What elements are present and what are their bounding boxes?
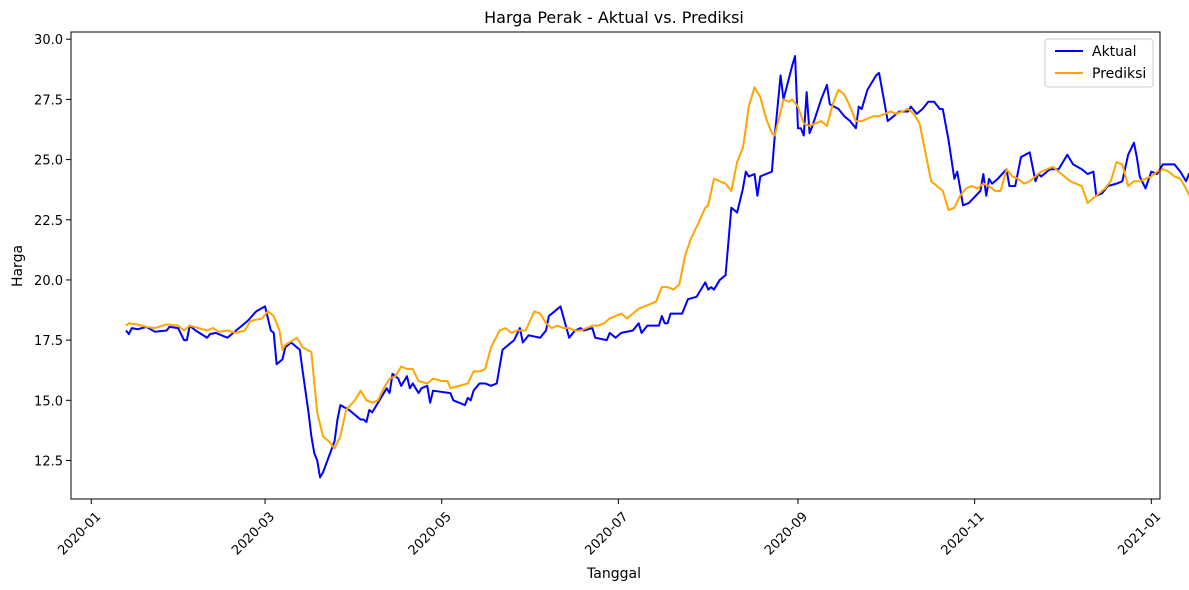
legend: Aktual Prediksi bbox=[1044, 38, 1154, 88]
y-tick-label: 30.0 bbox=[34, 33, 63, 48]
y-axis-label: Harga bbox=[10, 245, 26, 287]
y-tick-label: 27.5 bbox=[34, 93, 63, 108]
y-tick-label: 20.0 bbox=[34, 274, 63, 289]
plot-frame bbox=[70, 31, 1161, 500]
plot-lines bbox=[125, 55, 1189, 479]
x-axis-label: Tanggal bbox=[586, 566, 641, 582]
legend-label-prediksi: Prediksi bbox=[1092, 66, 1146, 82]
y-tick-label: 25.0 bbox=[34, 154, 63, 169]
y-tick-label: 15.0 bbox=[34, 394, 63, 409]
chart-title: Harga Perak - Aktual vs. Prediksi bbox=[484, 8, 744, 27]
y-tick-label: 12.5 bbox=[34, 454, 63, 469]
y-tick-label: 17.5 bbox=[34, 334, 63, 349]
legend-label-aktual: Aktual bbox=[1092, 44, 1137, 60]
series-line-prediksi bbox=[125, 86, 1189, 450]
y-axis: 12.5 15.0 17.5 20.0 22.5 25.0 27.5 30.0 bbox=[34, 33, 71, 469]
y-tick-label: 22.5 bbox=[34, 214, 63, 229]
